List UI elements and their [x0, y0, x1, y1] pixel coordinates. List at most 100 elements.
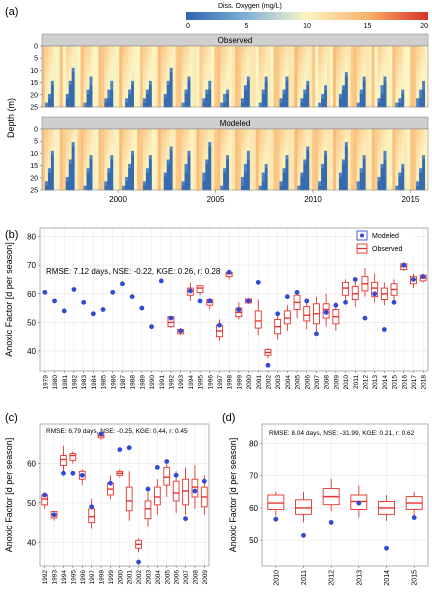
heatmap-cell [401, 185, 405, 191]
heatmap-cell [425, 163, 429, 169]
heatmap-cell [261, 185, 265, 191]
heatmap-cell [309, 150, 313, 156]
modeled-point [120, 281, 125, 287]
heatmap-cell [229, 54, 233, 60]
x-tick-label: 1993 [178, 375, 185, 390]
heatmap-cell [303, 76, 307, 82]
heatmap-cell [395, 142, 399, 147]
heatmap-cell [380, 185, 384, 191]
heatmap-cell [166, 137, 170, 143]
heatmap-cell [154, 181, 159, 186]
heatmap-cell [350, 159, 355, 165]
heatmap-cell [134, 67, 138, 73]
heatmap-cell [383, 155, 387, 160]
heatmap-cell [401, 129, 405, 134]
heatmap-cell [116, 181, 120, 186]
heatmap-cell [303, 54, 307, 60]
heatmap-cell [151, 54, 156, 60]
heatmap-cell [119, 172, 123, 178]
heatmap-cell [279, 80, 283, 86]
heatmap-cell [151, 50, 156, 56]
heatmap-cell [119, 133, 123, 139]
heatmap-cell [389, 80, 393, 86]
modeled-point [164, 459, 170, 464]
heatmap-cell [193, 102, 197, 108]
heatmap-cell [356, 168, 361, 173]
heatmap-cell [347, 72, 352, 77]
heatmap-cell [362, 168, 366, 173]
heatmap-cell [148, 50, 153, 56]
heatmap-cell [368, 72, 372, 77]
heatmap-cell [47, 159, 52, 165]
heatmap-cell [190, 185, 194, 191]
heatmap-cell [235, 67, 239, 73]
heatmap-cell [285, 50, 289, 56]
heatmap-cell [53, 80, 58, 86]
heatmap-cell [398, 142, 402, 147]
heatmap-cell [416, 137, 420, 143]
heatmap-cell [95, 155, 99, 160]
heatmap-cell [157, 80, 162, 86]
heatmap-cell [377, 67, 381, 73]
heatmap-cell [235, 168, 239, 173]
heatmap-cell [116, 46, 120, 51]
heatmap-cell [122, 137, 126, 143]
heatmap-cell [240, 89, 245, 95]
heatmap-cell [267, 172, 271, 178]
heatmap-cell [392, 50, 396, 56]
heatmap-cell [95, 146, 99, 152]
heatmap-cell [172, 63, 176, 69]
heatmap-cell [211, 168, 215, 173]
heatmap-cell [142, 98, 147, 103]
heatmap-cell [264, 181, 268, 186]
y-tick-label: 0 [34, 127, 38, 134]
legend-label-modeled: Modeled [372, 233, 399, 240]
heatmap-cell [243, 133, 248, 139]
heatmap-cell [389, 172, 393, 178]
heatmap-cell [237, 137, 242, 143]
heatmap-cell [128, 54, 132, 60]
heatmap-cell [383, 176, 387, 182]
heatmap-cell [122, 150, 126, 156]
observed-box [125, 471, 133, 521]
heatmap-cell [83, 72, 87, 77]
heatmap-cell [288, 72, 292, 77]
heatmap-cell [356, 163, 361, 169]
heatmap-cell [199, 85, 203, 90]
heatmap-cell [217, 129, 221, 134]
heatmap-cell [74, 159, 78, 165]
heatmap-cell [401, 63, 405, 69]
heatmap-cell [315, 80, 319, 86]
heatmap-cell [217, 93, 221, 99]
heatmap-cell [122, 159, 126, 165]
heatmap-cell [172, 46, 176, 51]
heatmap-cell [416, 176, 420, 182]
heatmap-cell [303, 142, 307, 147]
heatmap-cell [306, 85, 310, 90]
heatmap-cell [214, 172, 218, 178]
heatmap-cell [237, 102, 242, 108]
heatmap-cell [332, 59, 337, 64]
heatmap-cell [243, 93, 248, 99]
heatmap-cell [95, 129, 99, 134]
heatmap-cell [252, 155, 257, 160]
heatmap-cell [151, 129, 156, 134]
heatmap-cell [122, 102, 126, 108]
heatmap-cell [303, 129, 307, 134]
heatmap-cell [205, 176, 209, 182]
heatmap-cell [154, 102, 159, 108]
heatmap-cell [365, 80, 369, 86]
heatmap-cell [347, 150, 352, 156]
heatmap-cell [125, 155, 129, 160]
heatmap-cell [101, 142, 105, 147]
heatmap-cell [243, 76, 248, 82]
heatmap-cell [214, 80, 218, 86]
heatmap-cell [184, 59, 188, 64]
heatmap-cell [86, 176, 90, 182]
heatmap-cell [101, 168, 105, 173]
heatmap-cell [273, 185, 277, 191]
heatmap-cell [166, 93, 170, 99]
heatmap-cell [169, 98, 173, 103]
heatmap-cell [327, 163, 331, 169]
heatmap-cell [318, 98, 322, 103]
